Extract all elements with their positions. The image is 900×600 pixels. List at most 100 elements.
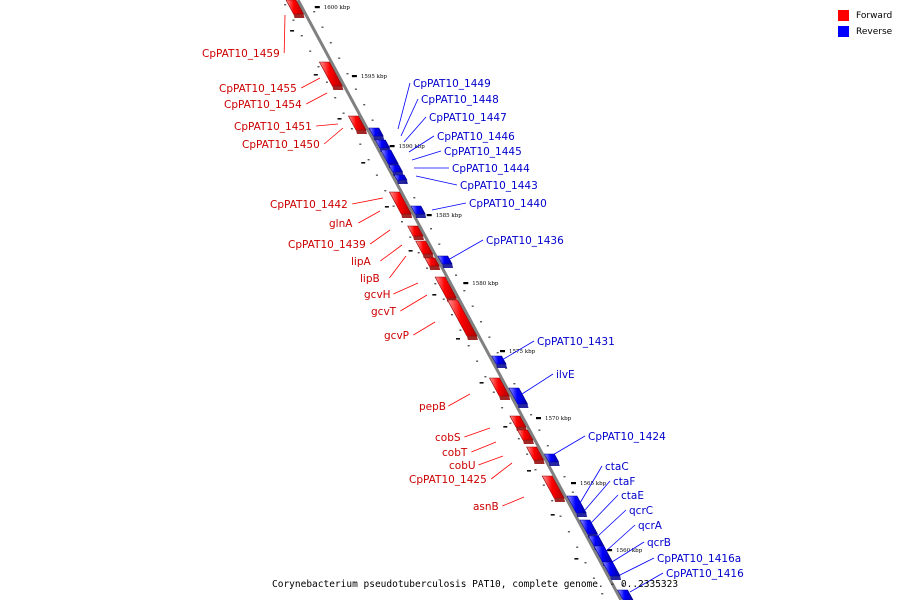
reverse-gene [617,589,634,600]
gene-shadow [554,498,566,502]
legend-label-forward: Forward [856,10,893,21]
leader-line-forward [400,294,428,312]
leader-line-reverse [629,572,664,593]
guide-dot [501,407,504,409]
leader-line-reverse [579,465,603,504]
guide-dot [530,414,533,416]
reverse-gene-label: CpPAT10_1444 [452,163,530,175]
leader-line-forward [490,462,513,480]
reverse-gene-label: ctaE [621,490,644,502]
forward-gene-label: gcvP [384,330,409,342]
guide-dot [292,19,295,21]
gene-shadow [332,86,344,90]
leader-line-reverse [397,82,411,130]
reverse-gene-label: ctaC [605,461,629,473]
reverse-gene-label: CpPAT10_1446 [437,131,515,143]
guide-dot [621,584,624,586]
reverse-gene-label: CpPAT10_1436 [486,235,564,247]
leader-line-forward [413,321,436,336]
leader-line-forward [448,393,471,407]
gene-shadow [548,462,560,466]
forward-gene-label: CpPAT10_1442 [270,199,348,211]
track-dash [290,30,295,32]
gene-shadow [496,364,507,368]
leader-line-reverse [589,494,619,525]
leader-line-forward [323,127,344,145]
gene-shadow [293,14,305,18]
tick-mark [426,214,432,217]
guide-dot [567,531,570,533]
guide-dot [426,267,428,269]
guide-dot [538,429,541,431]
guide-dot [480,321,482,323]
guide-dot [559,515,562,517]
reverse-gene-label: CpPAT10_1416a [657,553,741,565]
guide-dot [484,376,487,378]
tick-label: 1575 kbp [509,349,536,355]
forward-gene-label: asnB [473,501,499,513]
leader-line-reverse [604,524,636,553]
reverse-gene-label: qcrC [629,505,653,517]
guide-dot [338,57,341,59]
guide-dot [334,97,337,99]
legend-swatch-reverse [838,26,849,37]
tick-mark [351,75,357,78]
guide-dot [313,11,316,13]
guide-dot [363,104,366,106]
guide-dot [321,26,324,28]
guide-dot [359,143,362,145]
leader-line-reverse [403,116,427,143]
gene-shadow [522,440,534,444]
leader-line-forward [369,229,391,245]
leader-line-forward [389,255,407,279]
guide-dot [455,274,457,276]
gene-shadow [415,214,427,218]
guide-dot [434,283,437,285]
guide-dot [488,336,491,338]
gene-shadow [422,254,434,258]
reverse-gene-label: CpPAT10_1440 [469,198,547,210]
guide-dot [526,453,529,455]
guide-dot [592,577,595,579]
gene-shadow [401,214,413,218]
tick-label: 1570 kbp [545,416,572,422]
forward-gene-label: CpPAT10_1450 [242,139,320,151]
guide-dot [476,360,479,362]
leader-line-forward [358,210,381,224]
leader-line-reverse [521,373,554,395]
legend-label-reverse: Reverse [856,26,893,37]
label-leader-lines [283,14,664,593]
forward-gene-label: glnA [329,218,353,230]
guide-dot [509,422,512,424]
guide-dot [463,290,466,292]
tick-label: 1590 kbp [399,144,426,150]
forward-gene-label: CpPAT10_1425 [409,474,487,486]
guide-dot [329,42,332,44]
reverse-gene-label: CpPAT10_1448 [421,94,499,106]
leader-line-forward [380,244,403,262]
gene-shadow [442,264,454,268]
guide-dot [309,50,312,52]
reverse-gene-label: CpPAT10_1443 [460,180,538,192]
leader-line-reverse [447,239,484,261]
guide-dot [413,197,416,199]
track-dash [313,74,318,76]
guide-dot [371,119,374,121]
leader-line-reverse [584,480,611,511]
leader-line-reverse [415,175,458,186]
reverse-gene-label: qcrB [647,537,671,549]
track-dash [361,162,366,164]
guide-dot [534,469,537,471]
guide-dot [551,500,554,502]
reverse-gene-label: ctaF [613,476,635,488]
leader-line-reverse [619,557,655,576]
forward-gene-label: CpPAT10_1454 [224,99,302,111]
guide-dot [430,228,432,230]
guide-dot [571,491,574,493]
gene-shadow [356,130,367,134]
forward-gene-label: cobU [449,460,476,472]
guide-dot [505,367,508,369]
guide-dot [513,383,516,385]
track-dash [456,338,460,340]
guide-dot [342,112,345,114]
